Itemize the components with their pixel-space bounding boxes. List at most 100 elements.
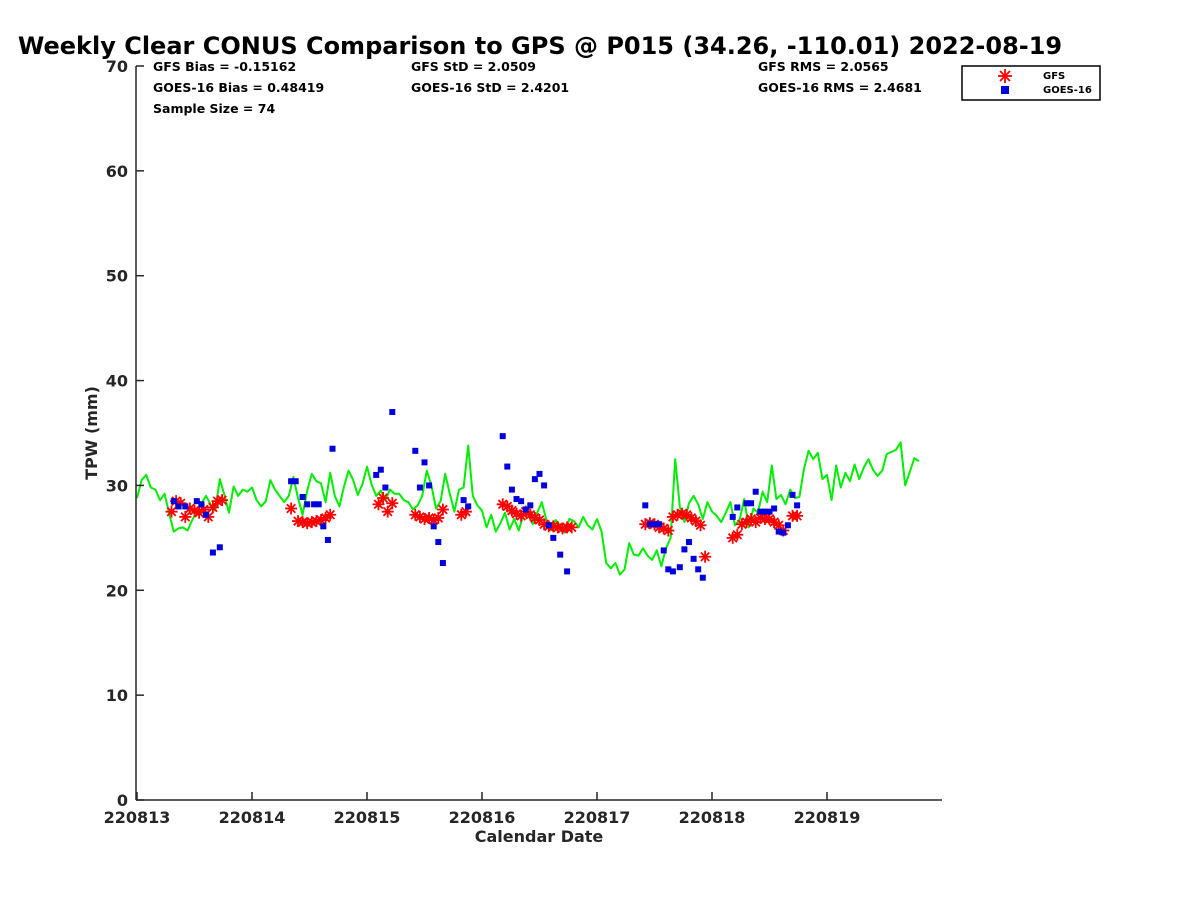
legend: GFS GOES-16 — [961, 65, 1101, 101]
goes-point — [656, 521, 663, 528]
goes-point — [690, 555, 697, 562]
goes-point — [757, 508, 764, 515]
goes-point — [541, 482, 548, 489]
goes-point — [531, 476, 538, 483]
goes-point — [508, 486, 515, 493]
stats-block: GFS Bias = -0.15162 GOES-16 Bias = 0.484… — [153, 59, 922, 116]
gfs-point — [216, 494, 229, 507]
goes-point — [665, 566, 672, 573]
x-tick-label: 220817 — [564, 808, 631, 827]
goes-point — [198, 501, 205, 508]
goes-point — [536, 470, 543, 477]
gfs-point — [372, 498, 385, 511]
stat-gfs-std: GFS StD = 2.0509 — [411, 59, 536, 74]
goes-point — [766, 508, 773, 515]
goes-point — [557, 551, 564, 558]
gfs-point — [179, 510, 192, 523]
goes-point — [518, 498, 525, 505]
x-tick-label: 220815 — [334, 808, 401, 827]
x-tick-label: 220818 — [679, 808, 746, 827]
stat-gfs-rms: GFS RMS = 2.0565 — [758, 59, 889, 74]
gfs-point — [285, 502, 298, 515]
gfs-point — [381, 505, 394, 518]
goes-point — [522, 506, 529, 513]
goes-point — [676, 564, 683, 571]
y-tick-label: 30 — [106, 476, 128, 495]
goes-point — [377, 466, 384, 473]
goes-point — [315, 501, 322, 508]
goes-point — [416, 484, 423, 491]
goes-point — [752, 488, 759, 495]
y-tick-label: 10 — [106, 686, 128, 705]
x-ticks: 220813 220814 220815 220816 220817 220818 2208… — [104, 792, 861, 827]
y-axis-label: TPW (mm) — [82, 386, 101, 480]
goes-point — [170, 498, 177, 505]
goes-point — [193, 498, 200, 505]
goes-point — [660, 547, 667, 554]
goes-series — [170, 409, 801, 581]
x-tick-label: 220813 — [104, 808, 171, 827]
y-tick-label: 20 — [106, 581, 128, 600]
goes-point — [499, 433, 506, 440]
legend-gfs-asterisk — [998, 69, 1012, 83]
goes-point — [504, 463, 511, 470]
y-tick-label: 50 — [106, 267, 128, 286]
y-tick-label: 70 — [106, 57, 128, 76]
goes-point — [564, 568, 571, 575]
goes-point — [550, 534, 557, 541]
legend-gfs-marker — [998, 69, 1012, 83]
gfs-point — [699, 550, 712, 563]
goes-point — [699, 574, 706, 581]
legend-goes-square — [1001, 86, 1009, 94]
gfs-point — [731, 528, 744, 541]
legend-goes-label: GOES-16 — [1043, 85, 1092, 96]
axes — [135, 66, 942, 801]
goes-point — [775, 528, 782, 535]
goes-point — [545, 522, 552, 529]
stat-goes-bias: GOES-16 Bias = 0.48419 — [153, 80, 324, 95]
goes-point — [784, 522, 791, 529]
y-tick-label: 40 — [106, 372, 128, 391]
goes-point — [439, 560, 446, 567]
x-axis-label: Calendar Date — [475, 827, 604, 846]
legend-goes-marker — [1001, 86, 1009, 94]
gfs-point — [694, 519, 707, 532]
stat-goes-std: GOES-16 StD = 2.4201 — [411, 80, 569, 95]
legend-box — [961, 65, 1101, 101]
goes-point — [729, 513, 736, 520]
goes-point — [435, 539, 442, 546]
gfs-point — [377, 492, 390, 505]
goes-point — [527, 502, 534, 509]
gfs-point — [565, 521, 578, 534]
goes-point — [642, 502, 649, 509]
goes-point — [734, 504, 741, 511]
y-ticks: 0 10 20 30 40 50 60 70 — [106, 57, 144, 810]
goes-point — [780, 529, 787, 536]
goes-point — [299, 493, 306, 500]
goes-point — [771, 505, 778, 512]
goes-point — [513, 496, 520, 503]
goes-point — [686, 539, 692, 546]
goes-point — [324, 536, 331, 543]
goes-point — [421, 459, 428, 466]
gfs-point — [791, 509, 804, 522]
goes-point — [646, 521, 653, 528]
goes-point — [748, 500, 755, 507]
x-tick-label: 220814 — [219, 808, 286, 827]
gfs-series — [165, 492, 804, 563]
goes-point — [426, 482, 433, 489]
goes-point — [216, 544, 223, 551]
goes-point — [465, 503, 472, 510]
stat-sample-size: Sample Size = 74 — [153, 101, 275, 116]
x-tick-label: 220819 — [794, 808, 861, 827]
gfs-point — [386, 497, 399, 510]
goes-point — [304, 501, 311, 508]
goes-point — [373, 471, 380, 478]
goes-point — [695, 566, 702, 573]
gfs-point — [165, 505, 178, 518]
goes-point — [203, 511, 209, 518]
goes-point — [311, 501, 318, 508]
gfs-point — [436, 503, 449, 516]
gfs-point — [324, 508, 337, 521]
